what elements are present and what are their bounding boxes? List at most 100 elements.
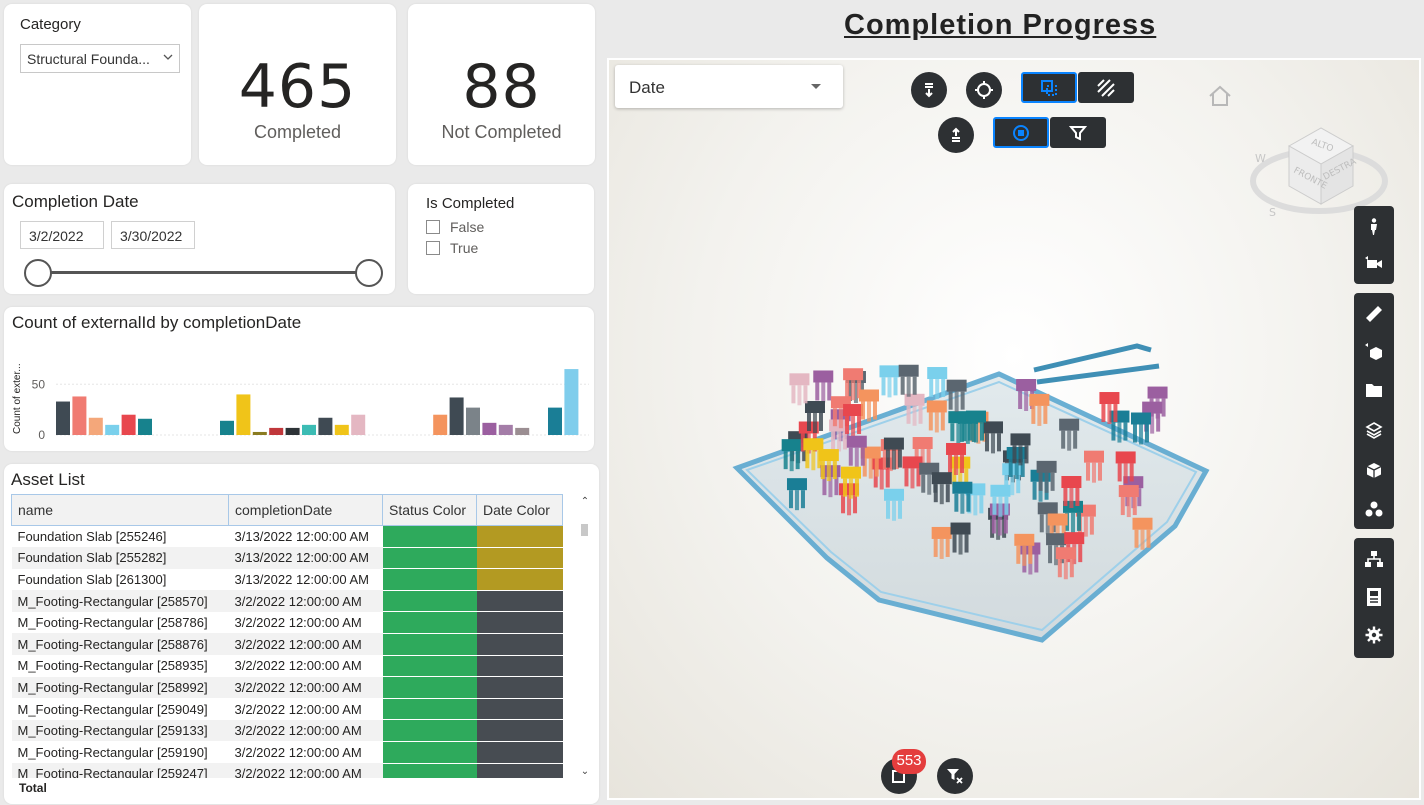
checkbox-true[interactable] [426,241,440,255]
model-viewer[interactable]: Date ALTO FRONTE DESTRA S W [607,58,1421,800]
footing-column [898,364,919,397]
column-header-name[interactable]: name [11,494,229,526]
option-false[interactable]: False [426,219,484,235]
ruler-icon [1366,306,1382,322]
category-dropdown[interactable]: Structural Founda... [20,44,180,73]
hatch-button[interactable] [1078,72,1134,103]
chart-bar[interactable] [269,427,284,435]
camera-tool-button[interactable] [1354,246,1394,280]
table-row[interactable]: M_Footing-Rectangular [258876] 3/2/2022 1… [11,633,563,656]
cell-status-color [382,611,477,634]
chart-bar[interactable] [515,427,530,435]
chart-bar[interactable] [498,424,513,435]
table-row[interactable]: M_Footing-Rectangular [258570] 3/2/2022 1… [11,590,563,613]
date-slider-track[interactable] [38,271,371,274]
scroll-thumb[interactable] [581,524,588,536]
structure-button[interactable] [1354,542,1394,576]
chart-bar[interactable] [449,397,464,435]
viewer-date-dropdown[interactable]: Date [615,65,843,108]
chart-title: Count of externalId by completionDate [12,313,302,332]
chart-bar[interactable] [548,407,562,435]
explode-up-button[interactable] [938,117,974,153]
chart-bar[interactable] [56,401,70,435]
table-row[interactable]: Foundation Slab [261300] 3/13/2022 12:00:… [12,568,563,591]
focus-button[interactable] [966,72,1002,108]
cube-label-south: S [1269,206,1276,219]
home-icon[interactable] [1207,84,1233,108]
table-row[interactable]: Foundation Slab [255282] 3/13/2022 12:00:… [11,547,563,570]
chart-bar[interactable] [302,424,316,435]
chart-bar[interactable] [138,418,152,435]
walk-tool-button[interactable] [1354,210,1394,244]
is-completed-slicer: Is Completed False True [408,184,594,294]
footing-column [1014,533,1035,566]
table-row[interactable]: Foundation Slab [255246] 3/13/2022 12:00:… [12,525,563,548]
filter-button[interactable] [1050,117,1106,148]
table-row[interactable]: M_Footing-Rectangular [258786] 3/2/2022 1… [12,611,563,634]
table-row[interactable]: M_Footing-Rectangular [259247] 3/2/2022 1… [11,763,563,778]
box-select-button[interactable] [1021,72,1077,103]
chart-bar[interactable] [121,414,136,435]
chart-bar[interactable] [334,424,349,435]
checkbox-false[interactable] [426,220,440,234]
explode-down-button[interactable] [911,72,947,108]
layers-button[interactable] [1354,413,1394,447]
cell-completion-date: 3/13/2022 12:00:00 AM [234,571,369,587]
chart-bar[interactable] [351,414,366,435]
viewer-dropdown-value: Date [629,78,665,97]
building-model[interactable] [609,60,1421,800]
kpi-completed-value: 465 [238,52,357,122]
chart-bar[interactable] [252,431,267,435]
cell-name: Foundation Slab [255246] [17,529,167,545]
cell-date-color [476,719,563,742]
chart-bar[interactable] [318,417,333,435]
column-header-status-color[interactable]: Status Color [382,494,477,526]
chart-bar[interactable] [220,420,234,435]
end-date-input[interactable]: 3/30/2022 [111,221,195,249]
filter-icon [1069,125,1087,141]
footing-column [789,373,810,406]
table-row[interactable]: M_Footing-Rectangular [259190] 3/2/2022 1… [12,741,563,764]
chart-bar[interactable] [466,407,480,435]
cell-status-color [382,525,477,548]
date-slider-start-handle[interactable] [24,259,52,287]
cell-status-color [382,633,477,656]
cell-date-color [476,698,563,721]
asset-table-wrap[interactable]: name completionDate Status Color Date Co… [11,494,567,778]
chart-bar[interactable] [482,422,497,435]
hex-tool-button[interactable] [1354,493,1394,527]
chart-bar[interactable] [285,427,300,435]
scroll-down-icon[interactable]: ⌄ [580,766,590,777]
clear-filter-button[interactable] [937,758,973,794]
properties-button[interactable] [1354,580,1394,614]
scroll-up-icon[interactable]: ⌃ [580,496,590,507]
selection-count-badge: 553 [892,749,926,774]
table-row[interactable]: M_Footing-Rectangular [258992] 3/2/2022 1… [11,676,563,699]
chart-bar[interactable] [433,414,448,435]
footing-column [781,439,802,472]
cell-completion-date: 3/2/2022 12:00:00 AM [234,658,362,674]
measure-button[interactable] [1354,297,1394,331]
chart-bar[interactable] [236,394,251,435]
explode-model-button[interactable] [1354,453,1394,487]
column-header-date-color[interactable]: Date Color [476,494,563,526]
model-browser-button[interactable] [1354,373,1394,407]
chart-bar[interactable] [105,424,120,435]
settings-button[interactable] [1354,618,1394,652]
chart-bar[interactable] [564,369,579,435]
section-box-button[interactable] [1354,335,1394,369]
table-row[interactable]: M_Footing-Rectangular [259133] 3/2/2022 1… [11,719,563,742]
completion-date-title: Completion Date [12,192,139,211]
date-slider-end-handle[interactable] [355,259,383,287]
table-row[interactable]: M_Footing-Rectangular [259049] 3/2/2022 1… [12,698,563,721]
isolate-icon [1013,124,1029,141]
chart-bar[interactable] [72,396,87,435]
table-row[interactable]: M_Footing-Rectangular [258935] 3/2/2022 1… [12,655,563,678]
start-date-input[interactable]: 3/2/2022 [20,221,104,249]
chart-bar[interactable] [88,417,103,435]
table-scrollbar[interactable]: ⌃ ⌄ [580,496,590,777]
column-header-completion-date[interactable]: completionDate [228,494,383,526]
isolate-button[interactable] [993,117,1049,148]
option-true[interactable]: True [426,240,478,256]
view-cube[interactable]: ALTO FRONTE DESTRA S W [1249,106,1389,226]
